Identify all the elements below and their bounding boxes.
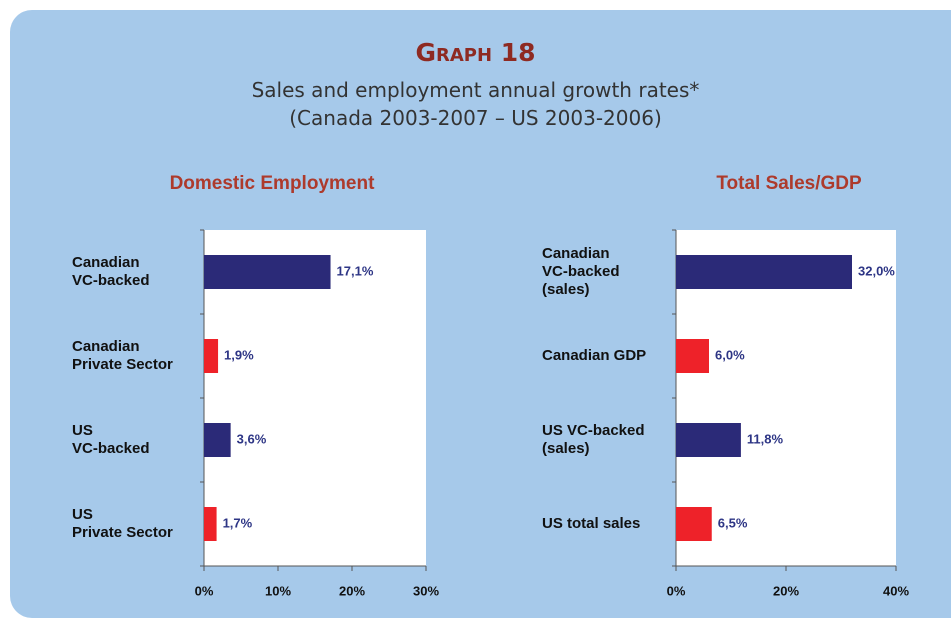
x-tick-label: 0% [667, 583, 686, 598]
chart-title: Domestic Employment [170, 173, 375, 194]
value-label: 3,6% [237, 431, 267, 446]
value-label: 1,7% [223, 515, 253, 530]
bar [676, 255, 852, 289]
category-label: US total sales [542, 515, 641, 532]
value-label: 32,0% [858, 263, 895, 278]
bar [204, 507, 217, 541]
bar [204, 255, 331, 289]
chart-title: Total Sales/GDP [716, 173, 862, 194]
graph-number: Graph 18 [415, 38, 536, 67]
category-label: Canadian VC-backed [72, 254, 150, 289]
bar [676, 423, 741, 457]
bar [676, 507, 712, 541]
x-tick-label: 20% [773, 583, 799, 598]
x-tick-label: 30% [413, 583, 439, 598]
x-tick-label: 20% [339, 583, 365, 598]
x-tick-label: 10% [265, 583, 291, 598]
bar [204, 339, 219, 373]
x-tick-label: 40% [883, 583, 909, 598]
category-label: US Private Sector [72, 506, 173, 541]
value-label: 11,8% [747, 431, 784, 446]
category-label: Canadian Private Sector [72, 338, 173, 373]
category-label: US VC-backed [72, 422, 150, 457]
value-label: 6,5% [718, 515, 748, 530]
value-label: 1,9% [224, 347, 254, 362]
value-label: 6,0% [715, 347, 745, 362]
category-label: US VC-backed (sales) [542, 422, 645, 457]
category-label: Canadian VC-backed (sales) [542, 245, 620, 298]
category-label: Canadian GDP [542, 347, 647, 364]
bar [676, 339, 709, 373]
subtitle: Sales and employment annual growth rates… [251, 78, 700, 102]
x-tick-label: 0% [195, 583, 214, 598]
value-label: 17,1% [337, 263, 374, 278]
subtitle: (Canada 2003-2007 – US 2003-2006) [289, 106, 662, 130]
bar [204, 423, 231, 457]
